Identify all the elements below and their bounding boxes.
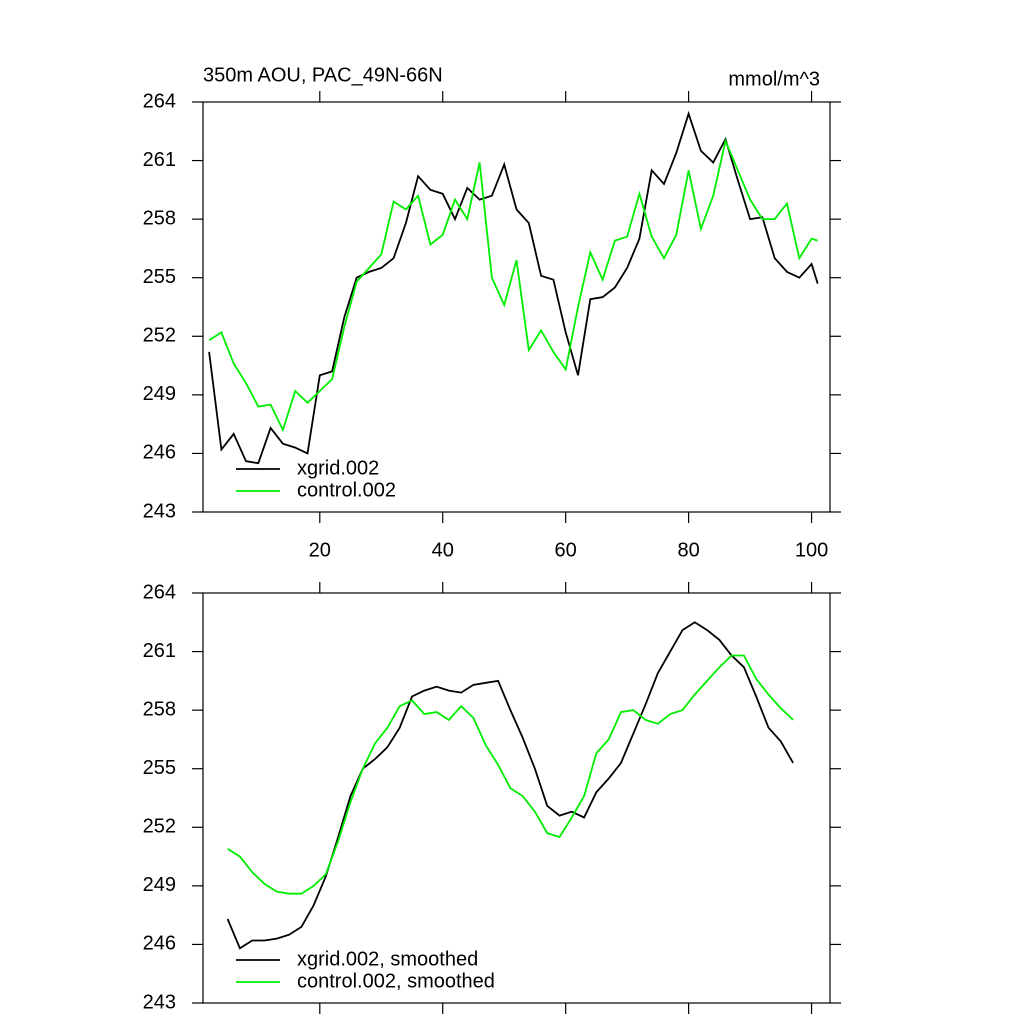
plot-frame (202, 592, 831, 1004)
y-tick-label: 261 (143, 149, 176, 171)
x-tick-label: 80 (677, 539, 699, 561)
data-line (227, 654, 794, 895)
plot-frame (202, 101, 831, 513)
y-tick-label: 258 (143, 698, 176, 720)
x-tick-label: 100 (795, 539, 828, 561)
y-tick-label: 252 (143, 325, 176, 347)
legend-label: control.002 (297, 479, 396, 501)
y-tick-label: 243 (143, 991, 176, 1013)
y-tick-label: 258 (143, 207, 176, 229)
y-tick-label: 264 (143, 90, 176, 112)
y-tick-label: 261 (143, 640, 176, 662)
y-tick-label: 246 (143, 933, 176, 955)
legend-label: control.002, smoothed (297, 970, 495, 992)
y-tick-label: 264 (143, 581, 176, 603)
legend-label: xgrid.002, smoothed (297, 948, 478, 970)
data-line (226, 621, 794, 950)
y-tick-label: 246 (143, 442, 176, 464)
data-line (208, 138, 818, 433)
y-tick-label: 249 (143, 383, 176, 405)
data-line (208, 110, 819, 465)
x-tick-label: 40 (432, 539, 454, 561)
x-tick-label: 20 (309, 539, 331, 561)
y-tick-label: 249 (143, 874, 176, 896)
chart-title: 350m AOU, PAC_49N-66N (203, 64, 443, 86)
y-tick-label: 255 (143, 757, 176, 779)
y-tick-label: 255 (143, 266, 176, 288)
x-tick-label: 60 (555, 539, 577, 561)
units-label: mmol/m^3 (728, 68, 820, 90)
y-tick-label: 252 (143, 816, 176, 838)
y-tick-label: 243 (143, 500, 176, 522)
legend-label: xgrid.002 (297, 457, 379, 479)
